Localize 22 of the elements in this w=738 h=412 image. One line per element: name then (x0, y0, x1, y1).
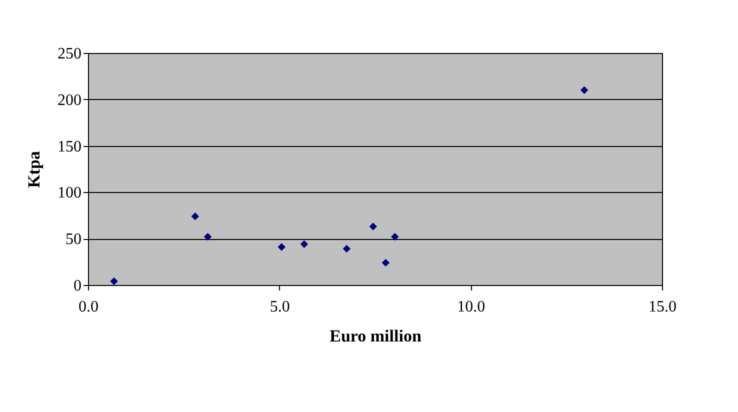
y-tick-label: 50 (66, 231, 82, 248)
point (580, 86, 588, 94)
x-axis-title: Euro million (330, 326, 422, 346)
point (110, 277, 118, 286)
x-tick-label: 15.0 (648, 298, 676, 316)
x-tick-label: 5.0 (270, 298, 290, 316)
y-tick-label: 200 (58, 92, 82, 109)
point (342, 244, 351, 253)
point (204, 232, 212, 241)
point (300, 240, 308, 248)
y-tick-label: 250 (58, 46, 82, 62)
y-axis-title: Ktpa (24, 150, 44, 188)
point (382, 258, 390, 267)
x-tick-label: 10.0 (457, 298, 486, 316)
point (191, 212, 200, 220)
point (369, 222, 377, 230)
point (278, 243, 286, 251)
y-tick-label: 100 (58, 184, 82, 202)
y-tick-label: 0 (74, 278, 82, 294)
point (391, 232, 399, 241)
y-tick-label: 150 (58, 138, 82, 156)
x-tick-label: 0.0 (78, 298, 98, 316)
